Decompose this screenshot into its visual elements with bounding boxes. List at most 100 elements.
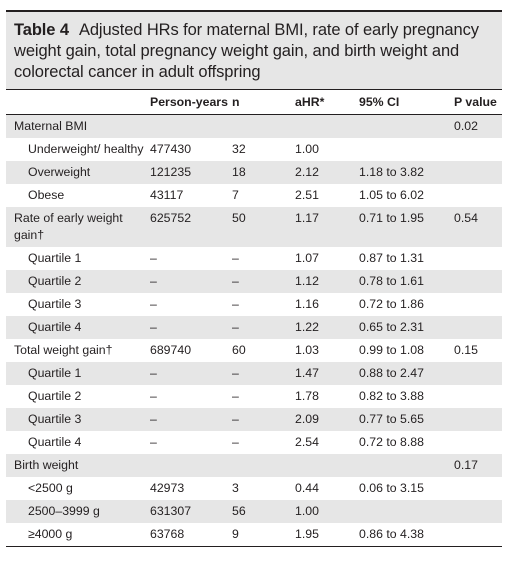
cell-n: – <box>232 389 239 403</box>
cell-ahr: 1.07 <box>295 251 319 265</box>
cell-label: Overweight <box>6 161 150 184</box>
table-body: Maternal BMI 0.02 Underweight/ healthy 4774… <box>6 114 502 547</box>
cell-label: ≥4000 g <box>6 523 150 547</box>
cell-label: Maternal BMI <box>6 114 150 138</box>
cell-label: Quartile 1 <box>6 362 150 385</box>
results-table: Person-years n aHR* 95% CI P value Mater… <box>6 90 502 547</box>
cell-n: – <box>232 435 239 449</box>
cell-ci: 1.18 to 3.82 <box>359 161 454 184</box>
cell-n: – <box>232 251 239 265</box>
table-row: Quartile 3– –2.09 0.77 to 5.65 <box>6 408 502 431</box>
cell-n: – <box>232 316 295 339</box>
cell-label: Quartile 4 <box>6 316 150 339</box>
cell-ci: 0.71 to 1.95 <box>359 207 454 247</box>
cell-n: 3 <box>232 481 239 495</box>
table-row: Obese 43117 7 2.51 1.05 to 6.02 <box>6 184 502 207</box>
cell-ci: 0.99 to 1.08 <box>359 343 424 357</box>
cell-person-years: 63768 <box>150 523 232 547</box>
cell-p-value: 0.02 <box>454 114 502 138</box>
cell-label: 2500–3999 g <box>6 500 150 523</box>
cell-p-value: 0.54 <box>454 207 502 247</box>
cell-person-years: 43117 <box>150 188 184 202</box>
cell-p-value <box>454 362 502 385</box>
table-row: Quartile 3 – – 1.16 0.72 to 1.86 <box>6 293 502 316</box>
cell-ahr: 1.00 <box>295 500 359 523</box>
cell-ahr: 1.12 <box>295 270 359 293</box>
table-caption-text: Adjusted HRs for maternal BMI, rate of e… <box>14 21 479 81</box>
table-row: Total weight gain† 689740 60 1.03 0.99 to 1.… <box>6 339 502 362</box>
cell-label: Quartile 4 <box>28 435 82 449</box>
cell-n: – <box>232 362 295 385</box>
cell-label: Total weight gain† <box>14 343 113 357</box>
cell-ci: 0.78 to 1.61 <box>359 270 454 293</box>
cell-person-years: 121235 <box>150 161 232 184</box>
cell-person-years: 42973 <box>150 481 185 495</box>
cell-p-value <box>454 293 502 316</box>
table-row: Quartile 2 – – 1.78 0.82 to 3.88 <box>6 385 502 408</box>
cell-ahr: 1.17 <box>295 207 359 247</box>
cell-person-years <box>150 114 232 138</box>
cell-ci: 0.82 to 3.88 <box>359 389 424 403</box>
cell-label: <2500 g <box>28 481 73 495</box>
cell-p-value <box>454 477 502 500</box>
cell-person-years: 625752 <box>150 207 232 247</box>
cell-ahr: 1.16 <box>295 297 319 311</box>
cell-ahr: 2.09 <box>295 408 359 431</box>
cell-n: 60 <box>232 343 246 357</box>
table-row: Quartile 4 – – 2.54 0.72 to 8.88 <box>6 431 502 454</box>
cell-p-value <box>454 500 502 523</box>
cell-ci: 0.87 to 1.31 <box>359 251 424 265</box>
cell-n: 9 <box>232 523 295 547</box>
cell-label: Quartile 3 <box>6 408 150 431</box>
table-row: <2500 g 42973 3 0.44 0.06 to 3.15 <box>6 477 502 500</box>
cell-label: Underweight/ healthy <box>28 142 144 156</box>
cell-ci <box>359 138 454 161</box>
cell-person-years: – <box>150 297 157 311</box>
cell-p-value <box>454 385 502 408</box>
cell-n: 18 <box>232 161 295 184</box>
table-caption: Table 4 Adjusted HRs for maternal BMI, ra… <box>6 10 502 90</box>
cell-ahr: 0.44 <box>295 481 319 495</box>
header-variable <box>6 90 150 115</box>
cell-ci: 0.72 to 1.86 <box>359 297 424 311</box>
header-person-years: Person-years <box>150 90 232 115</box>
header-n: n <box>232 90 295 115</box>
cell-ahr: 2.54 <box>295 435 319 449</box>
cell-n: – <box>232 270 295 293</box>
table-row: Overweight 121235 18 2.12 1.18 to 3.82 <box>6 161 502 184</box>
cell-p-value <box>454 523 502 547</box>
cell-person-years: – <box>150 389 157 403</box>
header-row: Person-years n aHR* 95% CI P value <box>6 90 502 115</box>
cell-person-years: – <box>150 251 157 265</box>
table-row: Maternal BMI 0.02 <box>6 114 502 138</box>
cell-n: 56 <box>232 500 295 523</box>
cell-person-years: – <box>150 316 232 339</box>
cell-p-value: 0.15 <box>454 343 478 357</box>
cell-ahr: 1.22 <box>295 316 359 339</box>
cell-label: Birth weight <box>6 454 150 477</box>
cell-n <box>232 114 295 138</box>
table-row: Rate of early weight gain† 625752 50 1.17 0.… <box>6 207 502 247</box>
cell-label: Quartile 3 <box>28 297 82 311</box>
cell-ahr <box>295 454 359 477</box>
cell-p-value <box>454 316 502 339</box>
table-row: Quartile 2– –1.12 0.78 to 1.61 <box>6 270 502 293</box>
cell-ci: 0.88 to 2.47 <box>359 362 454 385</box>
cell-n: 7 <box>232 188 239 202</box>
cell-person-years: – <box>150 270 232 293</box>
cell-ahr: 1.47 <box>295 362 359 385</box>
cell-p-value <box>454 138 502 161</box>
cell-person-years: 689740 <box>150 343 192 357</box>
cell-ci: 1.05 to 6.02 <box>359 188 424 202</box>
cell-ahr <box>295 114 359 138</box>
cell-p-value <box>454 270 502 293</box>
table-row: ≥4000 g 63768 9 1.95 0.86 to 4.38 <box>6 523 502 547</box>
cell-n <box>232 454 295 477</box>
cell-ci: 0.77 to 5.65 <box>359 408 454 431</box>
cell-label: Obese <box>28 188 65 202</box>
cell-label: Quartile 2 <box>28 389 82 403</box>
cell-n: 50 <box>232 207 295 247</box>
cell-ci: 0.86 to 4.38 <box>359 523 454 547</box>
cell-label: Quartile 2 <box>6 270 150 293</box>
cell-person-years: – <box>150 408 232 431</box>
